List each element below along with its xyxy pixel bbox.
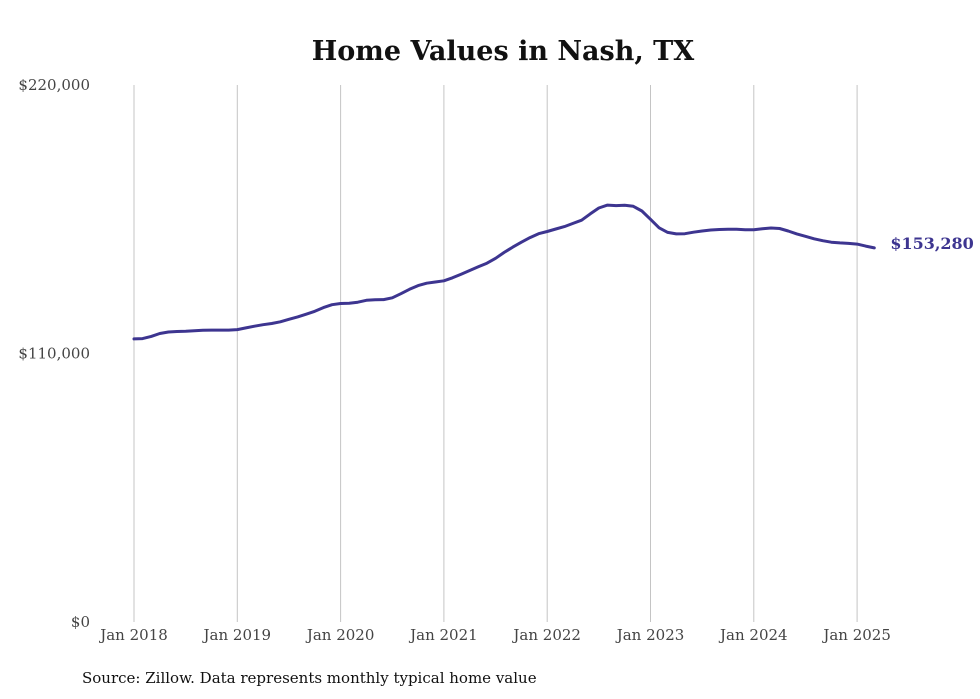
x-tick-label: Jan 2019: [202, 626, 272, 644]
x-tick-label: Jan 2022: [511, 626, 581, 644]
x-tick-label: Jan 2023: [615, 626, 685, 644]
series-group: $153,280: [132, 203, 974, 341]
end-value-label: $153,280: [890, 234, 974, 253]
y-tick-label: $220,000: [18, 76, 90, 94]
y-tick-label: $110,000: [18, 345, 90, 363]
x-tick-label: Jan 2025: [821, 626, 891, 644]
chart-title: Home Values in Nash, TX: [312, 36, 694, 67]
x-axis: Jan 2018 Jan 2019 Jan 2020 Jan 2021 Jan 2022…: [98, 626, 891, 644]
x-tick-label: Jan 2021: [408, 626, 478, 644]
grid: [133, 85, 858, 622]
source-note: Source: Zillow. Data represents monthly …: [82, 669, 537, 687]
series-line: [132, 203, 876, 341]
x-tick-label: Jan 2024: [718, 626, 788, 644]
y-axis: $0 $110,000 $220,000: [18, 76, 90, 631]
y-tick-label: $0: [71, 613, 90, 631]
x-tick-label: Jan 2018: [98, 626, 168, 644]
x-tick-label: Jan 2020: [305, 626, 375, 644]
